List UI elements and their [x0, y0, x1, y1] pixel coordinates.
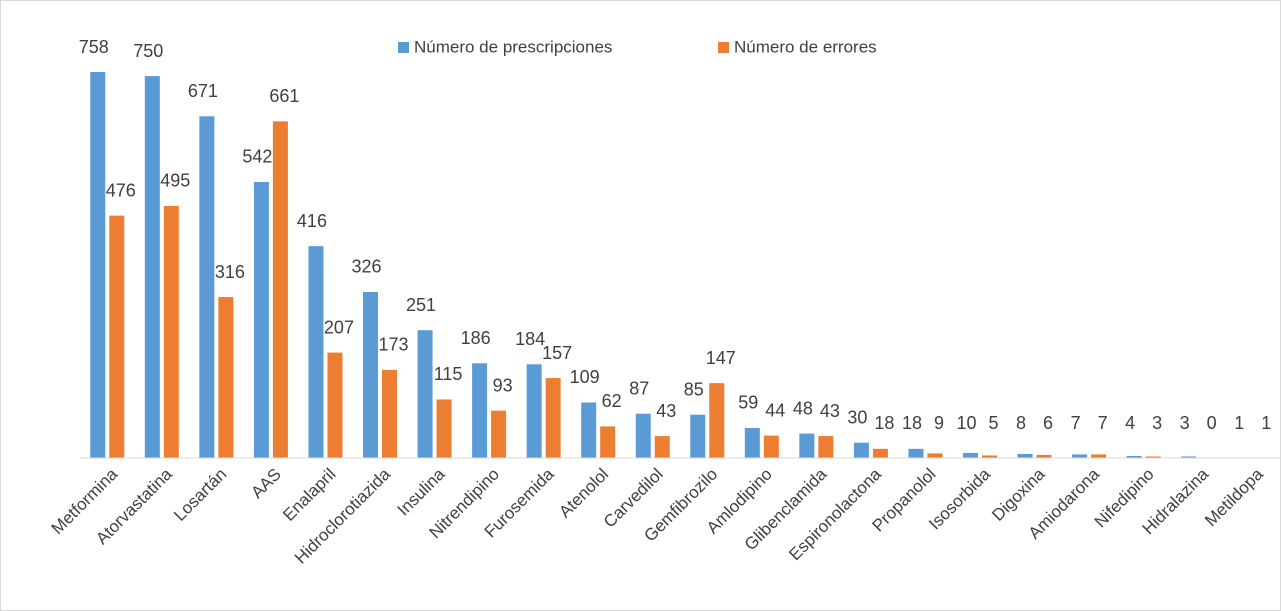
bar — [545, 378, 561, 458]
bar — [1181, 456, 1197, 458]
bar — [853, 442, 869, 458]
data-label: 186 — [461, 328, 491, 348]
bar — [963, 452, 978, 458]
data-label: 1 — [1234, 413, 1244, 433]
bar — [1145, 456, 1161, 458]
data-label: 18 — [874, 413, 894, 433]
bar — [744, 427, 760, 458]
data-label: 44 — [765, 400, 785, 420]
data-label: 9 — [934, 413, 944, 433]
bar — [1036, 454, 1052, 458]
bar — [382, 369, 397, 458]
data-label: 62 — [602, 391, 622, 411]
bar — [908, 448, 924, 458]
bar — [654, 436, 670, 458]
data-label: 173 — [378, 335, 408, 355]
bar — [526, 364, 542, 458]
data-label: 93 — [493, 375, 513, 395]
data-label: 3 — [1180, 413, 1190, 433]
data-label: 661 — [269, 86, 299, 106]
data-label: 476 — [106, 180, 136, 200]
legend-swatch — [398, 42, 409, 53]
bar — [581, 402, 597, 458]
bar — [144, 76, 160, 458]
data-label: 109 — [570, 367, 600, 387]
bar — [690, 414, 706, 458]
bar — [1091, 454, 1107, 458]
bar — [436, 399, 452, 458]
bar — [163, 205, 179, 458]
bar — [253, 181, 269, 458]
data-label: 207 — [324, 317, 354, 337]
data-label: 184 — [515, 329, 545, 349]
data-label: 85 — [684, 379, 704, 399]
data-label: 8 — [1016, 413, 1026, 433]
bar — [109, 215, 125, 458]
bar — [927, 453, 943, 458]
bar — [1126, 455, 1142, 458]
bar — [218, 297, 234, 458]
data-label: 10 — [956, 413, 976, 433]
bar — [491, 410, 507, 458]
data-label: 671 — [188, 81, 218, 101]
bar — [1072, 454, 1088, 458]
bar — [199, 116, 215, 458]
data-label: 147 — [706, 348, 736, 368]
bar — [472, 363, 488, 458]
data-label: 7 — [1098, 413, 1108, 433]
data-label: 750 — [133, 41, 163, 61]
bar — [272, 121, 288, 458]
data-label: 0 — [1207, 413, 1217, 433]
data-label: 1 — [1261, 413, 1271, 433]
data-label: 30 — [847, 407, 867, 427]
data-label: 87 — [629, 378, 649, 398]
data-label: 48 — [793, 398, 813, 418]
bar — [363, 291, 378, 458]
bar — [417, 330, 433, 458]
bar — [763, 435, 779, 458]
data-label: 157 — [542, 343, 572, 363]
data-label: 43 — [820, 401, 840, 421]
data-label: 758 — [79, 37, 109, 57]
data-label: 43 — [656, 401, 676, 421]
bar — [600, 426, 616, 458]
bar — [982, 455, 997, 458]
bar — [799, 433, 815, 458]
legend-label: Número de errores — [734, 37, 877, 56]
bar — [872, 448, 888, 458]
legend-swatch — [718, 42, 729, 53]
bar — [635, 413, 651, 458]
data-label: 4 — [1125, 413, 1135, 433]
data-label: 5 — [988, 413, 998, 433]
data-label: 18 — [902, 413, 922, 433]
legend-label: Número de prescripciones — [414, 37, 612, 56]
data-label: 495 — [160, 171, 190, 191]
data-label: 416 — [297, 211, 327, 231]
bar — [709, 383, 725, 458]
bar — [308, 246, 324, 458]
data-label: 7 — [1071, 413, 1081, 433]
data-label: 542 — [242, 147, 272, 167]
data-label: 59 — [738, 393, 758, 413]
data-label: 6 — [1043, 413, 1053, 433]
data-label: 115 — [434, 364, 463, 384]
data-label: 316 — [215, 262, 245, 282]
bar — [1017, 453, 1033, 458]
bar — [327, 352, 343, 458]
data-label: 3 — [1152, 413, 1162, 433]
data-label: 326 — [351, 257, 381, 277]
bar — [818, 436, 834, 458]
bar — [90, 72, 106, 458]
data-label: 251 — [406, 295, 436, 315]
